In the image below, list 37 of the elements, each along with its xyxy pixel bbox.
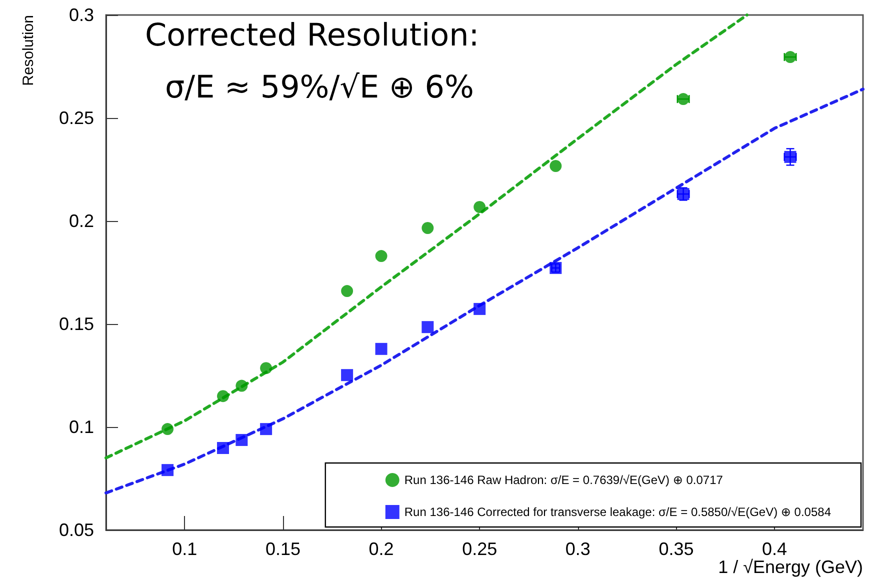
line-series bbox=[104, 14, 748, 460]
point bbox=[217, 390, 229, 402]
annotation: σ/E ≈ 59%/√E ⊕ 6% bbox=[165, 70, 474, 106]
point bbox=[260, 362, 272, 374]
x-tick-label: 0.2 bbox=[368, 539, 394, 559]
x-tick-label: 0.35 bbox=[658, 539, 694, 559]
point bbox=[474, 200, 486, 213]
legend-label: Run 136-146 Raw Hadron: σ/E = 0.7639/√E(GeV) ⊕ 0.0717 bbox=[404, 473, 724, 487]
point bbox=[341, 369, 354, 382]
point bbox=[422, 321, 434, 334]
legend-label: Run 136-146 Corrected for transverse leakage: σ/E = 0.5850/√E(GeV) ⊕ 0.0584 bbox=[404, 505, 832, 519]
point bbox=[216, 442, 229, 454]
y-tick-label: 0.3 bbox=[68, 5, 94, 25]
point bbox=[474, 302, 486, 315]
x-tick-label: 0.25 bbox=[462, 539, 498, 559]
point bbox=[236, 434, 248, 446]
x-tick-label: 0.4 bbox=[762, 539, 788, 559]
y-tick-label: 0.2 bbox=[68, 211, 94, 231]
point bbox=[375, 342, 388, 355]
point bbox=[162, 423, 174, 436]
point bbox=[550, 160, 562, 172]
y-tick-label: 0.25 bbox=[58, 108, 94, 128]
y-tick-label: 0.15 bbox=[58, 314, 94, 334]
y-tick-label: 0.1 bbox=[68, 417, 94, 437]
point bbox=[162, 464, 174, 476]
point bbox=[375, 250, 388, 262]
point bbox=[422, 222, 434, 234]
x-axis-title: 1 / √Energy (GeV) bbox=[718, 557, 863, 577]
annotation: Corrected Resolution: bbox=[145, 18, 480, 54]
point bbox=[260, 423, 272, 436]
y-tick-label: 0.05 bbox=[58, 520, 94, 540]
x-tick-label: 0.15 bbox=[265, 539, 300, 559]
x-tick-label: 0.3 bbox=[565, 539, 590, 559]
x-tick-label: 0.1 bbox=[172, 539, 198, 559]
y-axis-title: Resolution bbox=[20, 15, 37, 86]
point bbox=[341, 285, 354, 298]
point bbox=[236, 380, 248, 392]
